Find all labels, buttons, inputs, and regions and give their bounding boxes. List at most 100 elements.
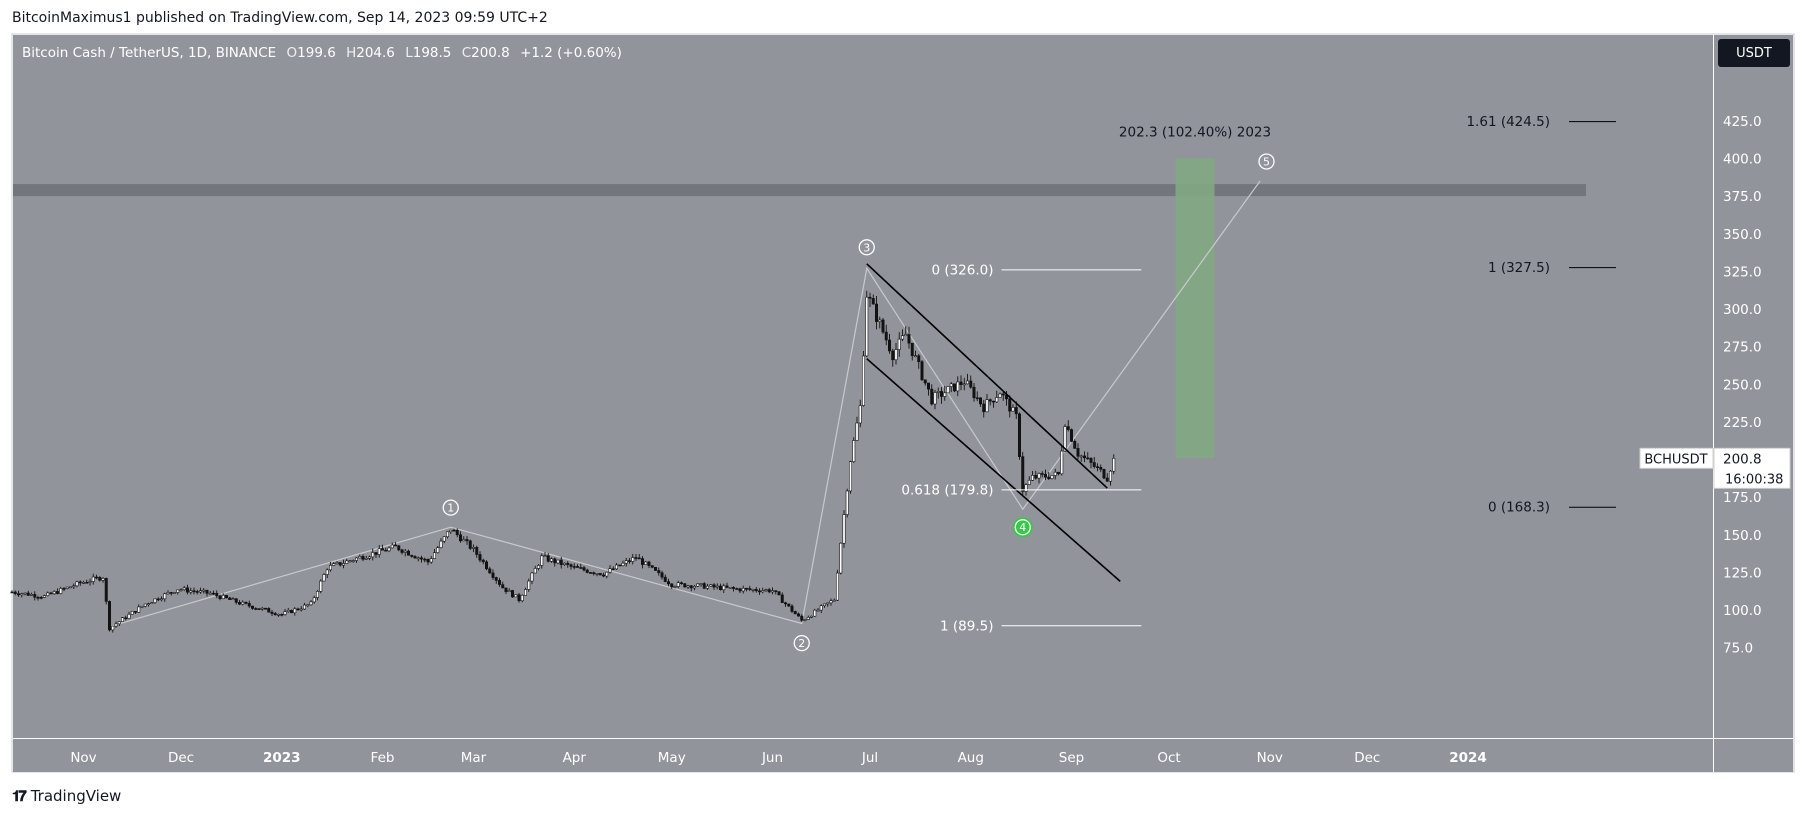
candle-body-up [507,590,511,592]
candle-body-up [358,556,362,559]
candle-body-up [936,391,940,393]
candle-body-down [657,570,661,574]
candle-body-down [1086,457,1090,460]
fib-retracement-level-label: 0.618 (179.8) [901,482,993,498]
candle-body-up [283,611,287,615]
candle-body-up [150,602,154,605]
candle-body-down [406,550,410,556]
candle-body-up [351,560,355,562]
candle-body-up [770,590,774,593]
candle-body-up [764,589,768,591]
candle-body-down [952,383,956,392]
channel-upper-line [866,263,1108,489]
candle-body-down [244,601,248,604]
time-tick-label: Aug [958,750,984,766]
candle-body-down [374,552,378,555]
candle-body-up [705,585,709,589]
candle-body-up [956,381,960,392]
candle-body-up [608,568,612,573]
candle-body-up [114,623,118,627]
candle-body-down [504,587,508,592]
candle-body-down [481,559,485,563]
candle-body-up [341,563,345,566]
candle-body-down [748,588,752,590]
channel-lower-line [866,358,1121,583]
tradingview-logo-text: TradingView [30,787,122,805]
time-axis[interactable] [13,739,1793,772]
symbol-legend[interactable]: Bitcoin Cash / TetherUS, 1D, BINANCE O19… [22,45,622,61]
time-tick-label: May [658,750,686,766]
candle-body-down [1066,426,1070,430]
candle-body-down [907,334,911,344]
candle-body-up [813,609,817,617]
candle-body-up [442,536,446,542]
candle-body-down [257,608,261,610]
price-axis[interactable] [1714,35,1793,738]
high-label: H [346,45,357,61]
candle-body-up [332,563,336,566]
bar-countdown: 16:00:38 [1725,472,1783,487]
candle-body-down [653,567,657,571]
symbol-title[interactable]: Bitcoin Cash / TetherUS, 1D, BINANCE [22,45,277,61]
candle-body-down [361,556,365,560]
candle-body-up [20,593,24,596]
candle-body-up [543,555,547,557]
time-tick-label: Mar [461,750,487,766]
candle-body-down [1089,458,1093,463]
candle-body-down [884,331,888,341]
candle-body-down [1034,475,1038,479]
candle-body-down [598,573,602,576]
candle-body-up [540,555,544,566]
candle-body-down [783,602,787,605]
candle-body-up [861,355,865,406]
candle-body-down [280,613,284,616]
candle-body-up [91,576,95,582]
currency-button[interactable]: USDT [1718,39,1790,67]
candle-body-up [985,399,989,413]
candle-body-down [780,594,784,604]
candle-body-up [29,594,33,596]
candle-body-up [221,595,225,600]
candle-body-down [455,529,459,536]
candle-body-up [686,585,690,588]
candle-body-down [270,611,274,614]
candle-body-up [293,608,297,614]
candle-body-down [1021,456,1025,492]
candle-body-up [147,603,151,606]
candle-body-up [614,564,618,570]
candle-body-up [319,580,323,592]
price-tick-label: 75.0 [1723,641,1753,657]
candle-body-down [186,587,190,593]
candle-body-up [179,589,183,591]
time-tick-label: Apr [563,750,587,766]
candle-body-up [322,574,326,582]
candle-body-up [377,548,381,555]
candle-body-up [829,600,833,604]
candle-body-down [660,572,664,578]
candle-body-down [1076,448,1080,457]
candle-body-up [163,593,167,600]
candle-body-down [263,607,267,610]
candle-body-down [33,594,37,598]
wave-label-text: 4 [1019,521,1026,534]
candle-body-down [1014,407,1018,415]
candle-body-down [192,590,196,593]
candle-body-up [276,613,280,616]
candle-body-up [416,557,420,560]
candle-body-up [1011,407,1015,412]
candle-body-down [124,617,128,619]
candle-body-down [731,587,735,589]
candle-body-up [848,461,852,492]
candle-body-down [592,572,596,574]
candle-body-up [432,552,436,559]
candle-body-down [254,608,258,610]
fib-extension-level-label: 0 (168.3) [1488,500,1550,516]
candle-body-up [692,586,696,589]
price-tick-label: 250.0 [1723,377,1762,393]
candle-body-down [546,555,550,562]
candle-body-up [832,599,836,602]
candle-body-down [917,355,921,362]
tradingview-logo[interactable]: 𝟏𝟕 TradingView [12,787,121,805]
candle-body-up [445,531,449,538]
